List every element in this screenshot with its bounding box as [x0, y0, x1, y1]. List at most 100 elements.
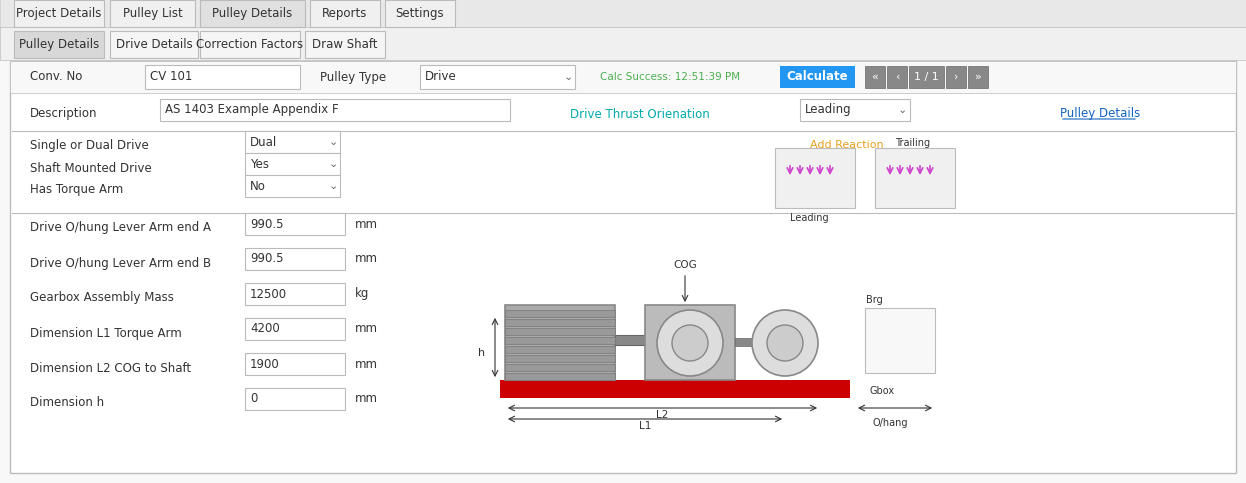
Bar	[505, 364, 616, 371]
Bar	[310, 0, 380, 27]
Bar	[10, 61, 1236, 473]
Text: Yes: Yes	[250, 157, 269, 170]
Text: Pulley Details: Pulley Details	[19, 38, 100, 51]
Text: Has Torque Arm: Has Torque Arm	[30, 184, 123, 197]
Bar	[968, 66, 988, 88]
Text: Project Details: Project Details	[16, 7, 102, 20]
Text: Dimension h: Dimension h	[30, 397, 105, 410]
Text: 1 / 1: 1 / 1	[913, 72, 938, 82]
Bar	[505, 355, 616, 362]
Text: 4200: 4200	[250, 323, 280, 336]
Text: Settings: Settings	[396, 7, 445, 20]
Text: ›: ›	[953, 72, 958, 82]
Text: h: h	[478, 348, 485, 358]
Bar	[887, 66, 907, 88]
Text: Drive Details: Drive Details	[116, 38, 192, 51]
Text: Leading: Leading	[805, 103, 851, 116]
Text: Description: Description	[30, 108, 97, 120]
Text: Drive O/hung Lever Arm end A: Drive O/hung Lever Arm end A	[30, 222, 211, 235]
Text: Pulley List: Pulley List	[122, 7, 182, 20]
Bar	[505, 305, 616, 380]
Text: L1: L1	[639, 421, 652, 431]
Text: kg: kg	[355, 287, 369, 300]
Text: No: No	[250, 180, 265, 193]
Text: Gearbox Assembly Mass: Gearbox Assembly Mass	[30, 292, 174, 304]
Bar	[505, 310, 616, 317]
Bar	[735, 338, 785, 346]
Text: O/hang: O/hang	[872, 418, 908, 428]
Bar	[245, 153, 340, 175]
Text: ⌄: ⌄	[897, 105, 907, 115]
Bar	[875, 148, 954, 208]
Text: 990.5: 990.5	[250, 217, 284, 230]
Text: Dimension L2 COG to Shaft: Dimension L2 COG to Shaft	[30, 361, 191, 374]
Bar	[201, 0, 305, 27]
Circle shape	[753, 310, 819, 376]
Text: mm: mm	[355, 253, 378, 266]
Bar	[490, 223, 969, 433]
Bar	[245, 213, 345, 235]
Text: mm: mm	[355, 393, 378, 406]
Text: 1900: 1900	[250, 357, 280, 370]
Bar	[201, 31, 300, 58]
Text: »: »	[974, 72, 982, 82]
Text: 0: 0	[250, 393, 258, 406]
Bar	[10, 61, 1236, 93]
Bar	[500, 380, 850, 398]
Circle shape	[768, 325, 802, 361]
Bar	[616, 335, 645, 345]
Text: L2: L2	[655, 410, 668, 420]
Circle shape	[672, 325, 708, 361]
Text: Conv. No: Conv. No	[30, 71, 82, 84]
Bar	[0, 27, 1246, 60]
Bar	[245, 388, 345, 410]
Text: Gbox: Gbox	[870, 386, 895, 396]
Text: AS 1403 Example Appendix F: AS 1403 Example Appendix F	[164, 103, 339, 116]
Bar	[385, 0, 455, 27]
Bar	[305, 31, 385, 58]
Bar	[420, 65, 574, 89]
Bar	[245, 283, 345, 305]
Text: Reports: Reports	[323, 7, 368, 20]
Text: Drive Thrust Orienation: Drive Thrust Orienation	[569, 108, 710, 120]
Bar	[145, 65, 300, 89]
Text: Dimension L1 Torque Arm: Dimension L1 Torque Arm	[30, 327, 182, 340]
Text: Drive O/hung Lever Arm end B: Drive O/hung Lever Arm end B	[30, 256, 211, 270]
Text: Correction Factors: Correction Factors	[197, 38, 304, 51]
Text: Brg: Brg	[866, 295, 882, 305]
Bar	[505, 328, 616, 335]
Bar	[505, 337, 616, 344]
Bar	[110, 31, 198, 58]
Text: COG: COG	[673, 260, 697, 270]
Text: Calculate: Calculate	[786, 71, 847, 84]
Text: Pulley Type: Pulley Type	[320, 71, 386, 84]
Bar	[865, 308, 934, 373]
Text: 990.5: 990.5	[250, 253, 284, 266]
Text: mm: mm	[355, 323, 378, 336]
Text: ⌄: ⌄	[328, 181, 338, 191]
Text: Draw Shaft: Draw Shaft	[313, 38, 378, 51]
Bar	[505, 373, 616, 380]
Bar	[0, 0, 1246, 29]
Bar	[159, 99, 510, 121]
Bar	[800, 99, 910, 121]
Text: ⌄: ⌄	[563, 72, 573, 82]
Text: ‹: ‹	[895, 72, 900, 82]
Bar	[14, 31, 103, 58]
Text: ⌄: ⌄	[328, 159, 338, 169]
Bar	[245, 353, 345, 375]
Bar	[505, 319, 616, 326]
Text: 12500: 12500	[250, 287, 287, 300]
Text: Dual: Dual	[250, 136, 278, 148]
Text: «: «	[871, 72, 878, 82]
Bar	[14, 0, 103, 27]
Bar	[775, 148, 855, 208]
Text: mm: mm	[355, 217, 378, 230]
Bar	[245, 175, 340, 197]
Text: Leading: Leading	[790, 213, 829, 223]
Text: Drive: Drive	[425, 71, 457, 84]
Bar	[780, 66, 855, 88]
Circle shape	[657, 310, 723, 376]
Text: mm: mm	[355, 357, 378, 370]
Text: Shaft Mounted Drive: Shaft Mounted Drive	[30, 161, 152, 174]
